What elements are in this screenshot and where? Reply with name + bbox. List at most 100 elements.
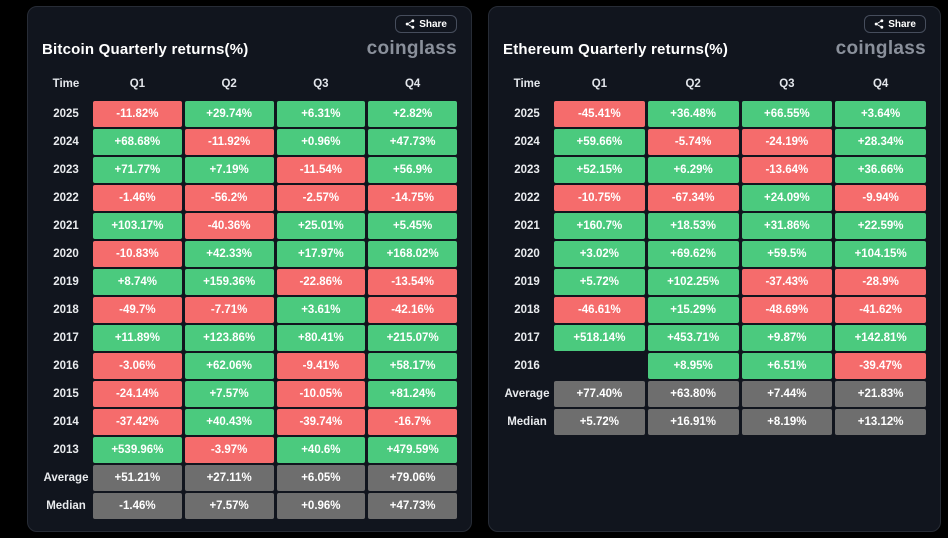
table-row: 2023 +71.77% +7.19% -11.54% +56.9% [42, 157, 457, 183]
return-cell: -11.54% [276, 157, 366, 183]
return-cell: -37.43% [741, 269, 833, 295]
share-icon [405, 19, 415, 29]
return-cell: +59.66% [554, 129, 645, 155]
return-cell: +52.15% [554, 157, 645, 183]
return-cell: +103.17% [93, 213, 182, 239]
return-cell: +160.7% [554, 213, 645, 239]
table-row: 2013 +539.96% -3.97% +40.6% +479.59% [42, 437, 457, 463]
return-cell: -39.47% [835, 353, 926, 379]
table-row: 2016 -3.06% +62.06% -9.41% +58.17% [42, 353, 457, 379]
table-row: 2024 +68.68% -11.92% +0.96% +47.73% [42, 129, 457, 155]
table-header-row: Time Q1 Q2 Q3 Q4 [503, 75, 926, 93]
col-header-q4: Q4 [872, 78, 889, 90]
return-cell: +24.09% [741, 185, 833, 211]
return-cell: +29.74% [184, 101, 274, 127]
row-label: 2023 [514, 164, 540, 176]
table-row: 2017 +11.89% +123.86% +80.41% +215.07% [42, 325, 457, 351]
return-cell: +6.29% [647, 157, 739, 183]
table-row: 2021 +103.17% -40.36% +25.01% +5.45% [42, 213, 457, 239]
row-label: 2020 [53, 248, 79, 260]
return-cell: +40.43% [184, 409, 274, 435]
return-cell: -1.46% [93, 185, 182, 211]
table-row: 2021 +160.7% +18.53% +31.86% +22.59% [503, 213, 926, 239]
table-row: 2018 -49.7% -7.71% +3.61% -42.16% [42, 297, 457, 323]
return-cell: +2.82% [368, 101, 457, 127]
bitcoin-returns-table: Time Q1 Q2 Q3 Q4 2025 -11.82% +29.74% +6.31% +2.8… [42, 75, 457, 519]
return-cell: +36.48% [647, 101, 739, 127]
table-row: 2017 +518.14% +453.71% +9.87% +142.81% [503, 325, 926, 351]
return-cell: -9.41% [276, 353, 366, 379]
col-header-q3: Q3 [779, 78, 795, 90]
return-cell: +142.81% [835, 325, 926, 351]
return-cell: +168.02% [368, 241, 457, 267]
return-cell: +8.74% [93, 269, 182, 295]
table-row: 2024 +59.66% -5.74% -24.19% +28.34% [503, 129, 926, 155]
return-cell: -10.75% [554, 185, 645, 211]
row-label: 2024 [514, 136, 540, 148]
row-label: 2017 [53, 332, 79, 344]
return-cell: -56.2% [184, 185, 274, 211]
row-label: 2017 [514, 332, 540, 344]
share-button[interactable]: Share [395, 15, 457, 33]
return-cell: +3.02% [554, 241, 645, 267]
return-cell: +8.95% [647, 353, 739, 379]
return-cell: -10.83% [93, 241, 182, 267]
share-row: Share [42, 15, 457, 35]
coinglass-logo: coinglass [366, 38, 457, 59]
return-cell: -49.7% [93, 297, 182, 323]
row-label: 2018 [514, 304, 540, 316]
return-cell: -9.94% [835, 185, 926, 211]
return-cell: +0.96% [276, 493, 366, 519]
return-cell: +36.66% [835, 157, 926, 183]
return-cell: +539.96% [93, 437, 182, 463]
share-button-label: Share [419, 18, 447, 30]
col-header-time: Time [52, 78, 80, 90]
row-label: 2021 [53, 220, 79, 232]
row-label: 2022 [514, 192, 540, 204]
row-label: 2016 [53, 360, 79, 372]
table-row: 2022 -10.75% -67.34% +24.09% -9.94% [503, 185, 926, 211]
return-cell: +56.9% [368, 157, 457, 183]
return-cell: -42.16% [368, 297, 457, 323]
row-label: 2024 [53, 136, 79, 148]
return-cell: +7.44% [741, 381, 833, 407]
return-cell: +62.06% [184, 353, 274, 379]
title-row: Bitcoin Quarterly returns(%) coinglass [42, 37, 457, 61]
return-cell: +3.61% [276, 297, 366, 323]
table-row: 2015 -24.14% +7.57% -10.05% +81.24% [42, 381, 457, 407]
return-cell: -24.19% [741, 129, 833, 155]
table-row: 2016 +8.95% +6.51% -39.47% [503, 353, 926, 379]
return-cell: -39.74% [276, 409, 366, 435]
return-cell: -28.9% [835, 269, 926, 295]
row-label: Average [43, 472, 89, 484]
return-cell: +215.07% [368, 325, 457, 351]
table-header-row: Time Q1 Q2 Q3 Q4 [42, 75, 457, 93]
return-cell: +5.45% [368, 213, 457, 239]
return-cell: +40.6% [276, 437, 366, 463]
return-cell: +7.57% [184, 493, 274, 519]
return-cell: +28.34% [835, 129, 926, 155]
return-cell: -3.06% [93, 353, 182, 379]
row-label: 2025 [53, 108, 79, 120]
return-cell [554, 353, 645, 379]
return-cell: +5.72% [554, 409, 645, 435]
row-label: 2023 [53, 164, 79, 176]
return-cell: +17.97% [276, 241, 366, 267]
col-header-q2: Q2 [221, 78, 237, 90]
table-row: 2018 -46.61% +15.29% -48.69% -41.62% [503, 297, 926, 323]
return-cell: +0.96% [276, 129, 366, 155]
share-button-label: Share [888, 18, 916, 30]
return-cell: +518.14% [554, 325, 645, 351]
return-cell: -5.74% [647, 129, 739, 155]
return-cell: -16.7% [368, 409, 457, 435]
return-cell: -7.71% [184, 297, 274, 323]
col-header-q2: Q2 [685, 78, 701, 90]
coinglass-logo: coinglass [835, 38, 926, 59]
return-cell: +22.59% [835, 213, 926, 239]
return-cell: -24.14% [93, 381, 182, 407]
share-button[interactable]: Share [864, 15, 926, 33]
return-cell: -37.42% [93, 409, 182, 435]
table-row: 2025 -11.82% +29.74% +6.31% +2.82% [42, 101, 457, 127]
row-label: 2019 [53, 276, 79, 288]
return-cell: +16.91% [647, 409, 739, 435]
